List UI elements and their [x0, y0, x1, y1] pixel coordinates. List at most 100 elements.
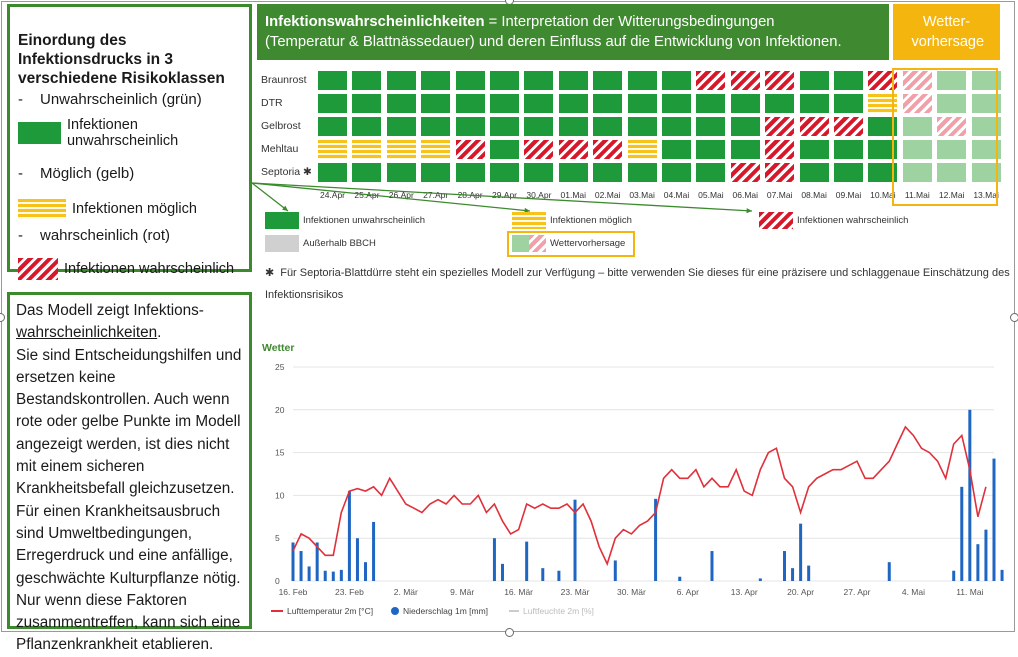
- yellow-swatch: [18, 199, 66, 219]
- x-tick-label: 30. Mär: [617, 587, 646, 597]
- rain-bar: [678, 576, 682, 581]
- rain-bar: [976, 544, 980, 581]
- legend-forecast-frame: [507, 231, 635, 257]
- rain-bar: [541, 568, 545, 581]
- grid-cell: [524, 94, 554, 113]
- grid-cell: [455, 163, 485, 182]
- grid-cell: [558, 71, 588, 90]
- chart-title: Wetter: [262, 342, 295, 354]
- grid-cell: [765, 94, 795, 113]
- grid-cell: [558, 163, 588, 182]
- x-tick-label: 16. Mär: [504, 587, 533, 597]
- grid-cell: [799, 163, 829, 182]
- note-underlined: wahrscheinlichkeiten: [16, 324, 158, 342]
- grid-cell: [593, 117, 623, 136]
- grid-cell: [902, 140, 932, 159]
- rain-bar: [992, 458, 996, 581]
- header-title-rest: = Interpretation der Witterungsbedingung…: [484, 14, 775, 30]
- grid-cell: [868, 71, 898, 90]
- grid-cell: [662, 163, 691, 182]
- footnote-star: ✱: [265, 267, 275, 279]
- header-banner: Infektionswahrscheinlichkeiten = Interpr…: [257, 4, 889, 60]
- x-tick-label: 23. Feb: [335, 587, 364, 597]
- legend-unwahrscheinlich-swatch: [265, 212, 299, 229]
- resize-handle-right[interactable]: [1010, 313, 1018, 322]
- grid-date-label: 01.Mai: [560, 190, 587, 200]
- grid-cell: [971, 140, 1001, 159]
- grid-row-label: Mehltau: [261, 143, 299, 155]
- header-line2: (Temperatur & Blattnässedauer) und deren…: [265, 34, 842, 50]
- y-tick-label: 10: [275, 490, 285, 500]
- grid-date-label: 08.Mai: [801, 190, 827, 200]
- grid-cell: [490, 71, 519, 90]
- rain-bar: [557, 570, 561, 581]
- legend-moeglich-label: Infektionen möglich: [550, 215, 632, 226]
- grid-cell: [386, 163, 416, 182]
- grid-cell: [490, 163, 519, 182]
- grid-cell: [352, 71, 382, 90]
- grid-cell: [352, 140, 382, 159]
- x-tick-label: 23. Mär: [561, 587, 590, 597]
- grid-cell: [696, 71, 726, 90]
- rain-bar: [807, 565, 811, 581]
- grid-cell: [971, 71, 1001, 90]
- rain-bar: [299, 551, 303, 581]
- grid-row-label: Braunrost: [261, 74, 307, 86]
- grid-date-label: 06.Mai: [732, 190, 759, 200]
- grid-cell: [318, 71, 347, 90]
- grid-cell: [558, 140, 588, 159]
- grid-cell: [352, 94, 382, 113]
- grid-cell: [799, 140, 829, 159]
- grid-cell: [352, 163, 382, 182]
- grid-cell: [490, 140, 519, 159]
- legend-rain-label: Niederschlag 1m [mm]: [403, 606, 488, 616]
- grid-cell: [455, 117, 485, 136]
- grid-date-label: 12.Mai: [938, 190, 965, 200]
- grid-cell: [318, 94, 347, 113]
- footnote-text: Für Septoria-Blattdürre steht ein spezie…: [265, 267, 1010, 301]
- grid-cell: [421, 71, 451, 90]
- x-tick-label: 27. Apr: [844, 587, 871, 597]
- class-red-text: wahrscheinlich (rot): [40, 227, 171, 244]
- rain-bar: [783, 551, 787, 581]
- grid-row-label: Gelbrost: [261, 120, 301, 132]
- grid-cell: [455, 71, 485, 90]
- rain-bar: [952, 570, 956, 581]
- grid-cell: [730, 140, 760, 159]
- grid-cell: [765, 117, 795, 136]
- rain-bar: [960, 486, 964, 581]
- grid-cell: [490, 94, 519, 113]
- grid-row-label: Septoria ✱: [261, 166, 312, 178]
- grid-date-label: 07.Mai: [766, 190, 793, 200]
- x-tick-label: 16. Feb: [279, 587, 308, 597]
- grid-cell: [937, 94, 967, 113]
- grid-cell: [937, 163, 967, 182]
- grid-cell: [558, 117, 588, 136]
- grid-cell: [593, 140, 623, 159]
- rain-bar: [887, 562, 891, 581]
- grid-cell: [765, 163, 795, 182]
- grid-cell: [868, 94, 898, 113]
- grid-date-label: 02.Mai: [594, 190, 621, 200]
- grid-cell: [386, 94, 416, 113]
- rain-bar: [364, 562, 368, 581]
- legend-red-label: Infektionen wahrscheinlich: [64, 261, 235, 277]
- legend-humidity-label: Luftfeuchte 2m [%]: [523, 606, 594, 616]
- legend-wahrscheinlich-label: Infektionen wahrscheinlich: [797, 215, 909, 226]
- rain-bar: [500, 563, 504, 581]
- rain-bar: [791, 568, 795, 581]
- legend-temp-label: Lufttemperatur 2m [°C]: [287, 606, 373, 616]
- grid-cell: [593, 94, 623, 113]
- grid-cell: [662, 94, 691, 113]
- grid-cell: [662, 140, 691, 159]
- grid-cell: [834, 94, 863, 113]
- resize-handle-bottom[interactable]: [505, 628, 514, 637]
- rain-bar: [1000, 569, 1004, 581]
- x-tick-label: 4. Mai: [902, 587, 925, 597]
- resize-handle-left[interactable]: [0, 313, 5, 322]
- rain-bar: [968, 409, 972, 581]
- grid-cell: [834, 71, 863, 90]
- rain-bar: [355, 538, 359, 581]
- grid-date-label: 25.Apr: [354, 190, 380, 200]
- red-swatch: [18, 258, 58, 280]
